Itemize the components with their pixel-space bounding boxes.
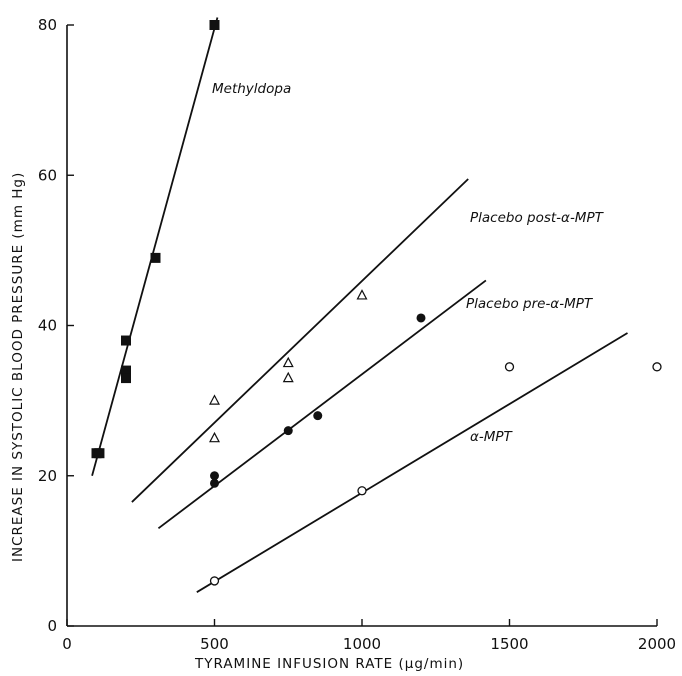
fit-lines [91,17,628,593]
data-point [150,252,161,263]
y-tick-label: 0 [47,617,57,635]
data-point [504,362,515,372]
data-point [282,371,294,383]
data-point [652,362,662,372]
data-point [282,356,294,368]
data-point [356,289,368,300]
x-tick-label: 1500 [490,635,528,653]
x-tick-label: 0 [62,635,72,653]
data-point [210,478,219,488]
axes [66,25,657,627]
y-axis-ticks: 0 20 40 60 80 [38,16,74,635]
y-tick-label: 40 [38,317,57,335]
fit-line-series-2 [157,279,487,530]
fit-line-series-3 [196,332,628,593]
data-point [209,394,220,405]
series-label-alpha-mpt: α-MPT [470,429,514,445]
data-point [121,365,131,376]
data-point [209,576,220,586]
x-tick-label: 500 [200,635,229,653]
fit-line-series-1 [131,178,469,503]
data-point [357,486,367,496]
data-point [121,373,131,384]
x-tick-label: 1000 [343,635,381,653]
data-point [210,471,219,481]
series-label-placebo-pre: Placebo pre-α-MPT [466,296,594,312]
y-tick-label: 80 [38,16,57,34]
x-axis-ticks: 0 500 1000 1500 2000 [62,619,676,653]
y-axis-title: INCREASE IN SYSTOLIC BLOOD PRESSURE (mm … [10,172,26,562]
data-point [209,431,220,443]
data-point [94,448,105,459]
data-point [313,411,323,421]
data-point [209,20,220,30]
fit-line-series-0 [91,17,219,476]
series-label-placebo-post: Placebo post-α-MPT [470,210,605,226]
data-points [91,20,662,586]
y-tick-label: 60 [38,166,57,184]
data-point [283,426,293,436]
x-tick-label: 2000 [638,635,676,653]
data-point [416,313,426,323]
x-axis-title: TYRAMINE INFUSION RATE (μg/min) [194,656,464,672]
series-label-methyldopa: Methyldopa [212,81,291,97]
y-tick-label: 20 [38,467,57,485]
data-point [121,335,131,346]
